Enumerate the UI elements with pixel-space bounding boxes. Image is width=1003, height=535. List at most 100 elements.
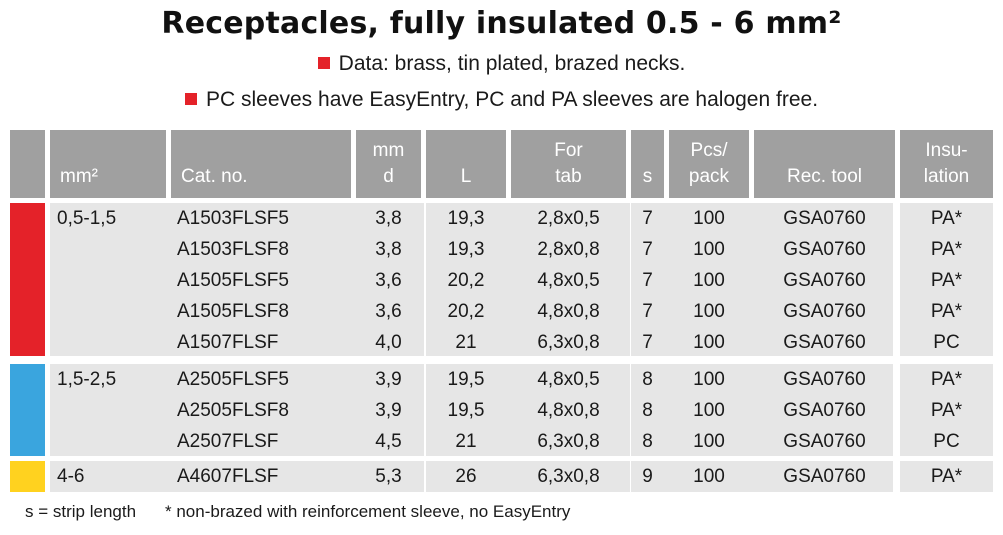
cell-s: 7 xyxy=(642,332,653,353)
header-cat: Cat. no. xyxy=(171,130,351,198)
cell-ins: PA* xyxy=(930,466,963,487)
header-s-line: s xyxy=(642,166,653,187)
cell-L: 19,5 xyxy=(447,400,485,421)
cell-L: 19,5 xyxy=(447,369,485,390)
group-band xyxy=(631,364,893,456)
cell-tool: GSA0760 xyxy=(783,301,866,322)
group-band xyxy=(50,203,424,356)
cell-tool: GSA0760 xyxy=(783,431,866,452)
cell-s: 8 xyxy=(642,369,653,390)
note-sleeves: PC sleeves have EasyEntry, PC and PA sle… xyxy=(0,88,1003,112)
cell-cat: A1503FLSF8 xyxy=(177,239,289,260)
cell-s: 7 xyxy=(642,301,653,322)
cell-ins: PA* xyxy=(930,400,963,421)
group-band xyxy=(426,461,630,492)
header-d: mm d xyxy=(356,130,421,198)
group-band xyxy=(631,461,893,492)
cell-d: 3,8 xyxy=(375,208,402,229)
header-ins: Insu-lation xyxy=(900,130,993,198)
header-tab-line: tab xyxy=(555,166,582,187)
group-band xyxy=(900,203,993,356)
cell-d: 3,8 xyxy=(375,239,402,260)
cell-cat: A1503FLSF5 xyxy=(177,208,289,229)
header-tab: For tab xyxy=(511,130,626,198)
cell-pcs: 100 xyxy=(693,270,725,291)
cell-cat: A2507FLSF xyxy=(177,431,279,452)
cell-tool: GSA0760 xyxy=(783,239,866,260)
cell-tab: 2,8x0,8 xyxy=(537,239,600,260)
cell-d: 3,9 xyxy=(375,400,402,421)
cell-ins: PA* xyxy=(930,239,963,260)
group-band xyxy=(900,461,993,492)
cell-tool: GSA0760 xyxy=(783,466,866,487)
header-pcs-line: pack xyxy=(688,166,730,187)
cell-L: 20,2 xyxy=(447,270,485,291)
red-square-bullet-icon xyxy=(184,93,197,105)
cell-tab: 4,8x0,8 xyxy=(537,301,600,322)
cell-pcs: 100 xyxy=(693,400,725,421)
group-color-bar xyxy=(10,364,45,456)
group-band xyxy=(426,203,630,356)
cell-tab: 4,8x0,5 xyxy=(537,270,600,291)
note-sleeves-text: PC sleeves have EasyEntry, PC and PA sle… xyxy=(205,88,819,111)
cell-s: 7 xyxy=(642,239,653,260)
header-ins-line: lation xyxy=(923,166,970,187)
note-material-text: Data: brass, tin plated, brazed necks. xyxy=(338,52,686,75)
cell-tab: 4,8x0,5 xyxy=(537,369,600,390)
footnote-strip-length: s = strip length xyxy=(25,502,137,521)
header-cat-line: Cat. no. xyxy=(181,166,248,187)
cell-s: 9 xyxy=(642,466,653,487)
cell-pcs: 100 xyxy=(693,239,725,260)
header-L: L xyxy=(426,130,506,198)
cell-L: 21 xyxy=(455,431,477,452)
group-color-bar xyxy=(10,461,45,492)
cell-cat: A1505FLSF8 xyxy=(177,301,289,322)
group-band xyxy=(50,461,424,492)
cell-L: 26 xyxy=(455,466,477,487)
cell-ins: PC xyxy=(933,332,960,353)
cell-tool: GSA0760 xyxy=(783,270,866,291)
cell-cat: A2505FLSF8 xyxy=(177,400,289,421)
cell-s: 7 xyxy=(642,270,653,291)
cell-s: 8 xyxy=(642,431,653,452)
cell-d: 3,6 xyxy=(375,270,402,291)
group-range-label: 0,5-1,5 xyxy=(57,208,117,229)
cell-cat: A2505FLSF5 xyxy=(177,369,289,390)
cell-d: 3,6 xyxy=(375,301,402,322)
header-color-cell xyxy=(10,130,45,198)
header-tool: Rec. tool xyxy=(754,130,895,198)
header-tab-line: For xyxy=(554,140,583,161)
cell-tool: GSA0760 xyxy=(783,369,866,390)
cell-tab: 6,3x0,8 xyxy=(537,466,600,487)
header-d-line: mm xyxy=(372,140,405,161)
footnote-non-brazed: * non-brazed with reinforcement sleeve, … xyxy=(165,502,571,521)
cell-pcs: 100 xyxy=(693,466,725,487)
cell-s: 8 xyxy=(642,400,653,421)
cell-pcs: 100 xyxy=(693,208,725,229)
group-band xyxy=(50,364,424,456)
cell-pcs: 100 xyxy=(693,301,725,322)
red-square-bullet-icon xyxy=(317,57,330,69)
header-tool-line: Rec. tool xyxy=(787,166,862,187)
cell-cat: A1507FLSF xyxy=(177,332,279,353)
header-pcs: Pcs/pack xyxy=(669,130,749,198)
cell-ins: PA* xyxy=(930,369,963,390)
cell-d: 3,9 xyxy=(375,369,402,390)
cell-pcs: 100 xyxy=(693,431,725,452)
cell-cat: A4607FLSF xyxy=(177,466,279,487)
note-material: Data: brass, tin plated, brazed necks. xyxy=(0,52,1003,76)
cell-d: 4,0 xyxy=(375,332,402,353)
cell-ins: PA* xyxy=(930,301,963,322)
group-range-label: 1,5-2,5 xyxy=(57,369,117,390)
cell-tab: 6,3x0,8 xyxy=(537,332,600,353)
cell-d: 5,3 xyxy=(375,466,402,487)
cell-ins: PC xyxy=(933,431,960,452)
header-L-line: L xyxy=(460,166,472,187)
cell-tool: GSA0760 xyxy=(783,400,866,421)
cell-d: 4,5 xyxy=(375,431,402,452)
group-range-label: 4-6 xyxy=(57,466,85,487)
header-s: s xyxy=(631,130,664,198)
cell-tool: GSA0760 xyxy=(783,208,866,229)
cell-pcs: 100 xyxy=(693,332,725,353)
group-band xyxy=(631,203,893,356)
